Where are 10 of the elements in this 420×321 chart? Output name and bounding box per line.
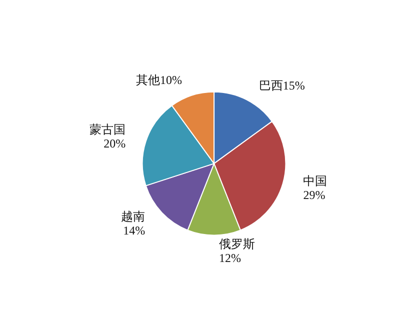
data-label: 29% [303,188,326,202]
data-label: 14% [123,224,146,238]
slice-label: 蒙古国 [90,122,126,136]
slice-label: 越南 [121,210,146,224]
slice-label: 中国 [303,174,328,188]
slice-label: 其他10% [136,73,182,88]
slice-label: 俄罗斯 [219,237,256,252]
data-label: 20% [104,136,126,150]
slice-label: 巴西15% [258,78,305,92]
data-label: 12% [219,251,242,266]
